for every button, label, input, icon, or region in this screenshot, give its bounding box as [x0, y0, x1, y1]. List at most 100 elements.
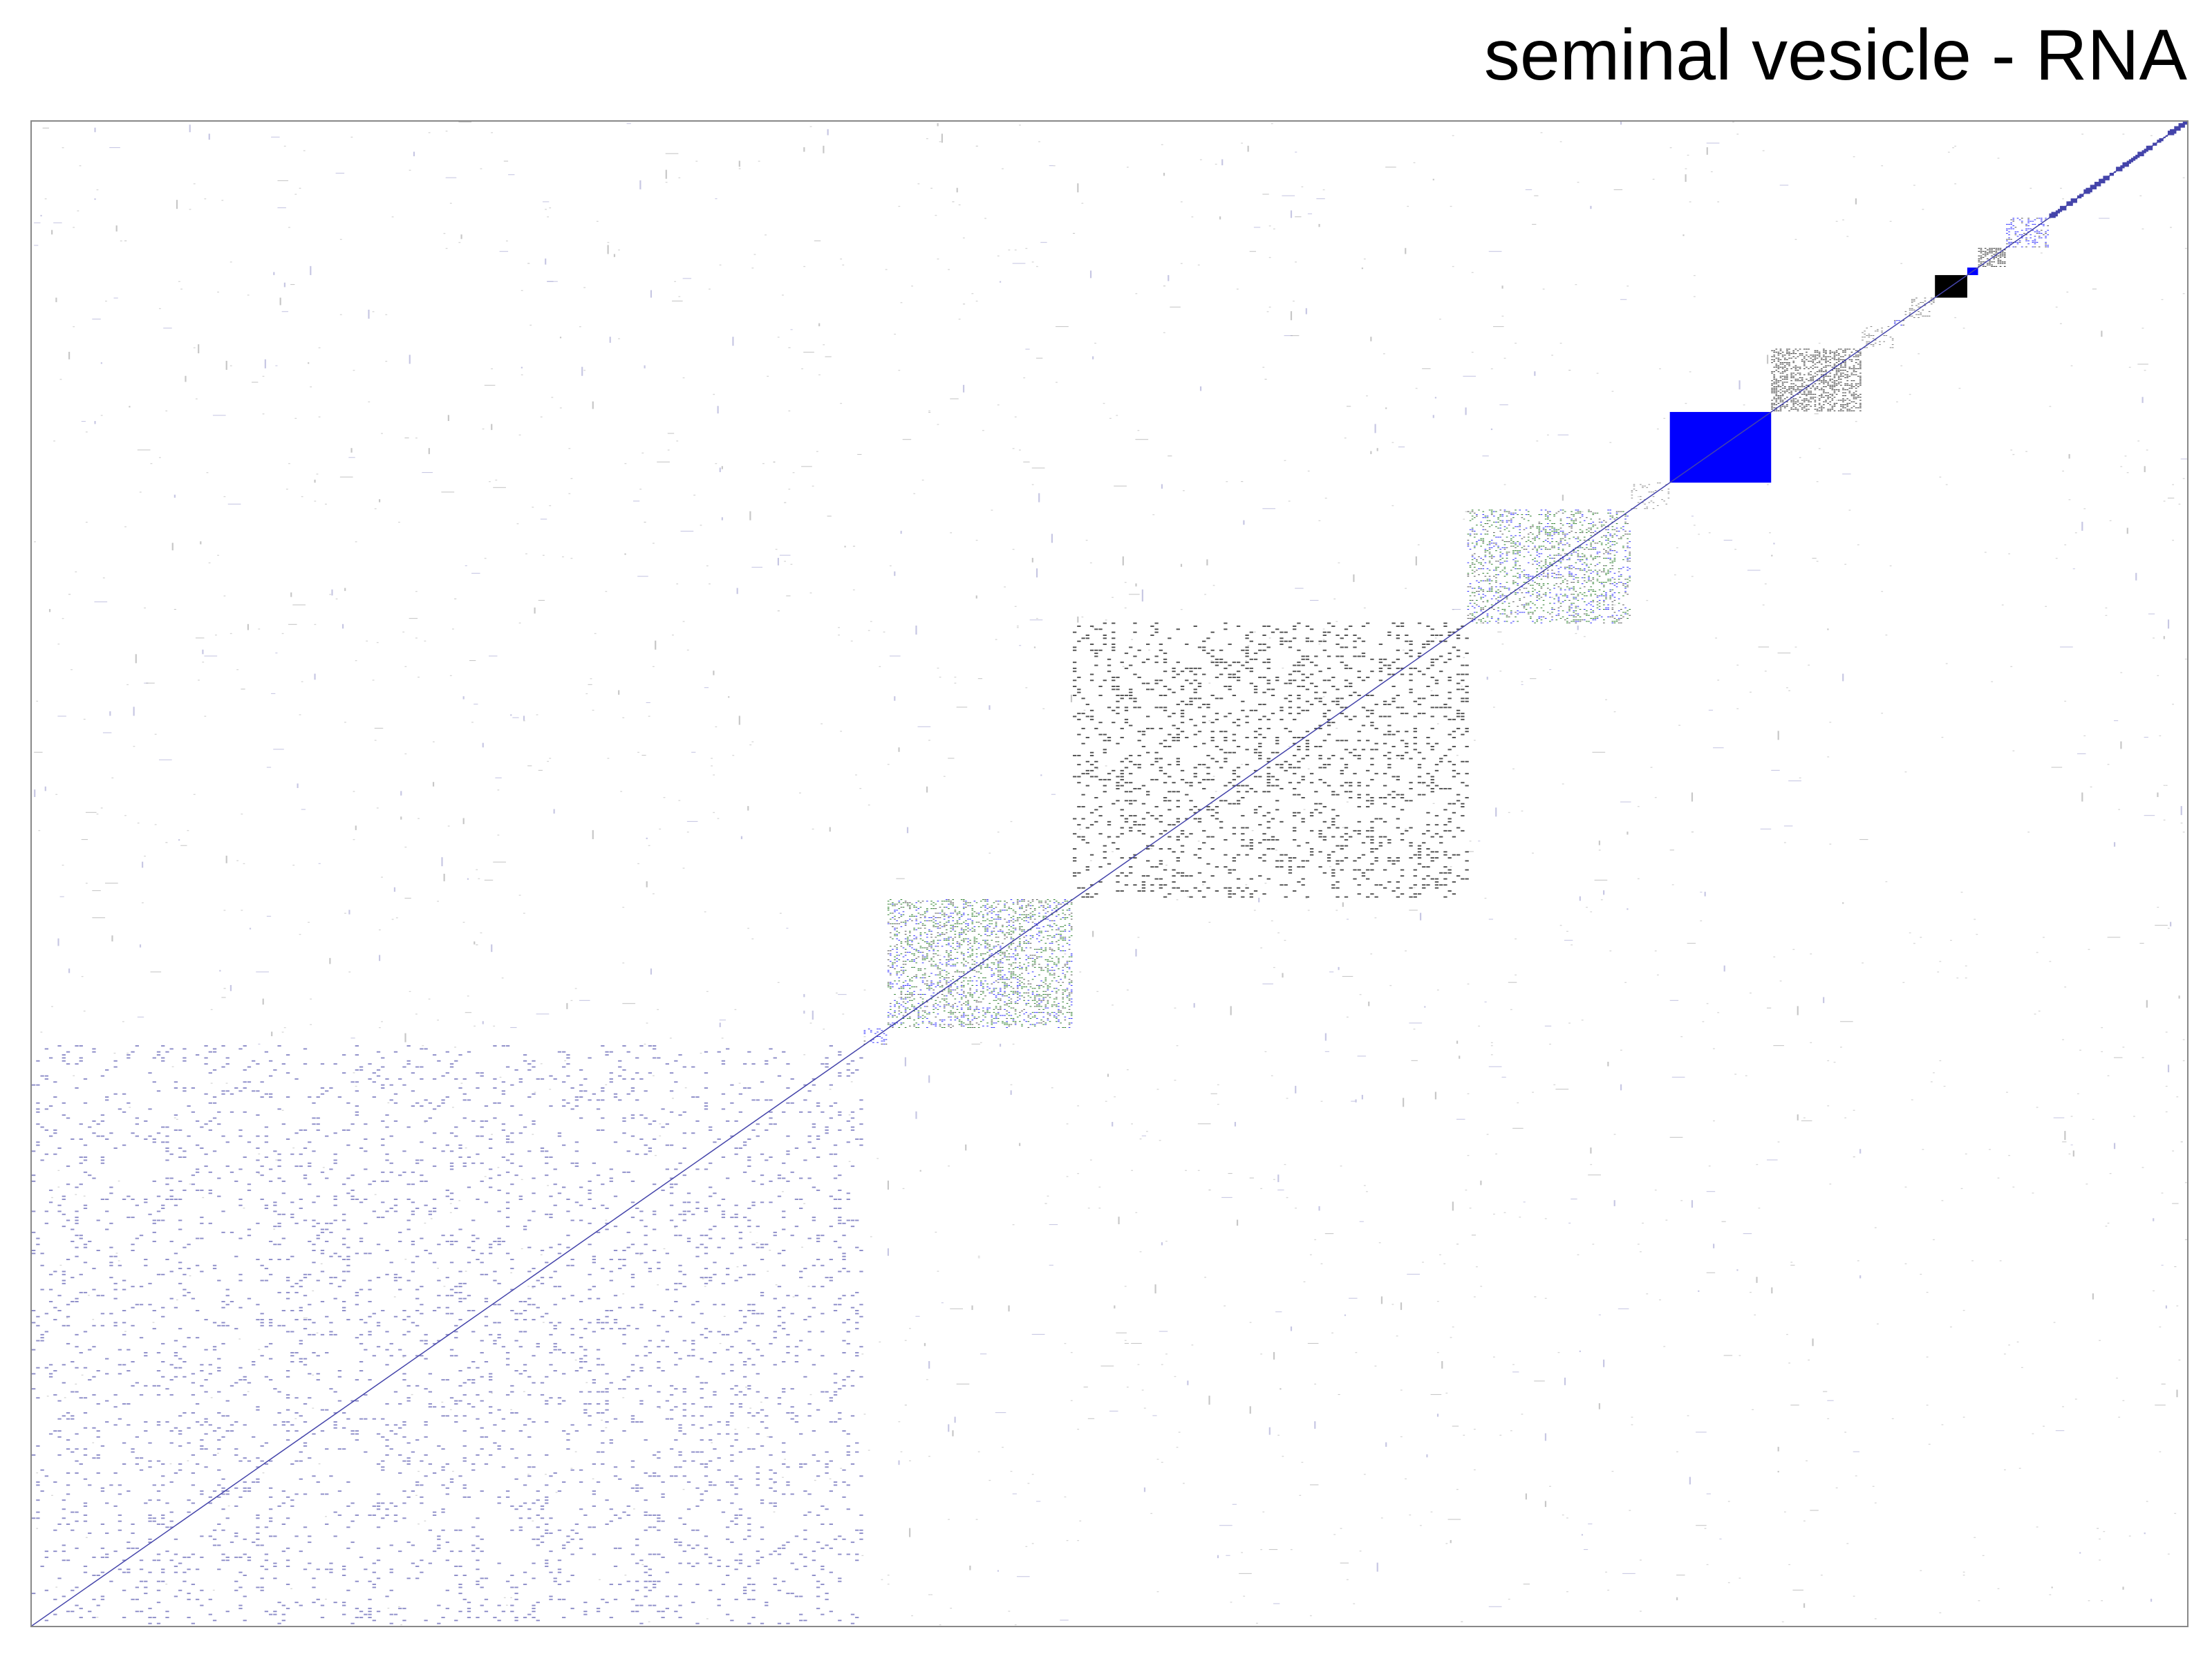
cluster-cell-0	[389, 1084, 393, 1086]
cluster-cell-0	[325, 1568, 329, 1571]
noise-cell	[34, 541, 36, 543]
cluster-cell-0	[225, 1288, 229, 1291]
cluster-cell-0	[187, 1337, 191, 1339]
cluster-cell-0	[536, 1538, 540, 1540]
cluster-cell-0	[337, 1255, 342, 1257]
cluster-cell-0	[704, 1382, 709, 1384]
cluster-cell-0	[596, 1319, 601, 1321]
cluster-cell-0	[635, 1208, 639, 1210]
noise-cell	[765, 234, 767, 236]
cluster-cell-0	[53, 1598, 57, 1600]
cluster-cell-0	[381, 1087, 385, 1089]
noise-cell	[1559, 141, 1562, 142]
noise-cell	[749, 744, 752, 746]
cluster-cell-0	[79, 1291, 83, 1293]
cluster-cell-0	[308, 1397, 312, 1399]
cluster-cell-0	[445, 1072, 449, 1074]
cluster-cell-0	[393, 1505, 398, 1507]
cluster-cell-0	[100, 1487, 105, 1489]
cluster-cell-0	[359, 1288, 364, 1291]
noise-cell	[1549, 1485, 1551, 1487]
cluster-cell-0	[476, 1418, 480, 1420]
cluster-cell-0	[359, 1361, 364, 1362]
noise-cell	[1941, 736, 1944, 738]
offdiag-streak	[471, 572, 480, 574]
noise-cell	[1575, 284, 1577, 285]
cluster-cell-0	[341, 1219, 346, 1221]
cluster-cell-0	[476, 1135, 480, 1137]
offdiag-streak	[1467, 851, 1474, 852]
cluster-cell-0	[92, 1616, 96, 1618]
cluster-cell-0	[730, 1084, 734, 1086]
cluster-cell-0	[545, 1524, 549, 1525]
noise-cell	[2165, 1085, 2168, 1087]
cluster-cell-0	[678, 1282, 682, 1284]
cluster-cell-0	[644, 1117, 648, 1119]
noise-cell	[939, 141, 941, 142]
cluster-cell-0	[75, 1367, 79, 1369]
cluster-cell-0	[661, 1616, 665, 1618]
noise-cell	[348, 971, 351, 973]
cluster-cell-0	[88, 1611, 92, 1613]
cluster-cell-0	[557, 1135, 562, 1137]
cluster-cell-0	[406, 1460, 411, 1462]
cluster-cell-0	[686, 1237, 691, 1239]
offdiag-streak	[1403, 1098, 1405, 1107]
cluster-cell-0	[497, 1445, 501, 1447]
cluster-cell-0	[200, 1448, 204, 1450]
noise-cell	[521, 1179, 523, 1181]
cluster-cell-0	[484, 1598, 489, 1600]
cluster-cell-0	[285, 1565, 290, 1567]
offdiag-streak	[887, 1248, 890, 1256]
cluster-cell-0	[566, 1102, 570, 1104]
cluster-cell-0	[83, 1078, 88, 1080]
cluster-cell-0	[161, 1306, 165, 1309]
noise-cell	[1945, 663, 1948, 664]
cluster-cell-0	[200, 1126, 204, 1128]
cluster-cell-0	[695, 1300, 700, 1302]
offdiag-streak	[609, 337, 611, 343]
noise-cell	[1450, 205, 1452, 207]
noise-cell	[605, 590, 608, 592]
cluster-cell-0	[462, 1496, 467, 1498]
cluster-cell-0	[709, 1484, 713, 1486]
noise-cell	[1112, 597, 1114, 598]
offdiag-streak	[1228, 1173, 1232, 1174]
cluster-cell-0	[174, 1472, 178, 1474]
cluster-cell-0	[325, 1240, 329, 1242]
cluster-cell-0	[303, 1421, 308, 1423]
cluster-cell-0	[83, 1144, 88, 1146]
cluster-cell-0	[341, 1310, 346, 1311]
cluster-cell-0	[36, 1397, 40, 1399]
noise-cell	[372, 679, 375, 681]
cluster-cell-0	[152, 1141, 156, 1143]
cluster-cell-0	[445, 1607, 449, 1609]
offdiag-streak	[803, 147, 805, 152]
cluster-cell-0	[532, 1616, 536, 1618]
noise-cell	[734, 1428, 737, 1430]
cluster-cell-0	[406, 1060, 411, 1062]
cluster-cell-0	[75, 1045, 79, 1047]
cluster-cell-0	[169, 1195, 174, 1197]
noise-cell	[594, 632, 597, 635]
cluster-cell-0	[497, 1237, 501, 1239]
cluster-cell-0	[665, 1331, 669, 1333]
cluster-cell-0	[738, 1111, 743, 1113]
cluster-cell-0	[118, 1514, 122, 1516]
noise-cell	[913, 493, 916, 494]
noise-cell	[632, 1508, 635, 1510]
cluster-cell-0	[709, 1228, 713, 1230]
noise-cell	[1997, 1177, 2000, 1179]
cluster-cell-0	[161, 1484, 165, 1486]
cluster-cell-0	[579, 1219, 583, 1221]
offdiag-streak	[1135, 439, 1149, 440]
cluster-cell-0	[622, 1264, 626, 1266]
cluster-cell-0	[48, 1057, 53, 1059]
cluster-cell-0	[734, 1493, 738, 1495]
cluster-cell-0	[674, 1611, 678, 1613]
cluster-cell-0	[48, 1373, 53, 1375]
cluster-cell-0	[674, 1226, 678, 1228]
noise-cell	[2062, 198, 2064, 200]
noise-cell	[415, 590, 418, 592]
cluster-cell-0	[243, 1156, 247, 1159]
